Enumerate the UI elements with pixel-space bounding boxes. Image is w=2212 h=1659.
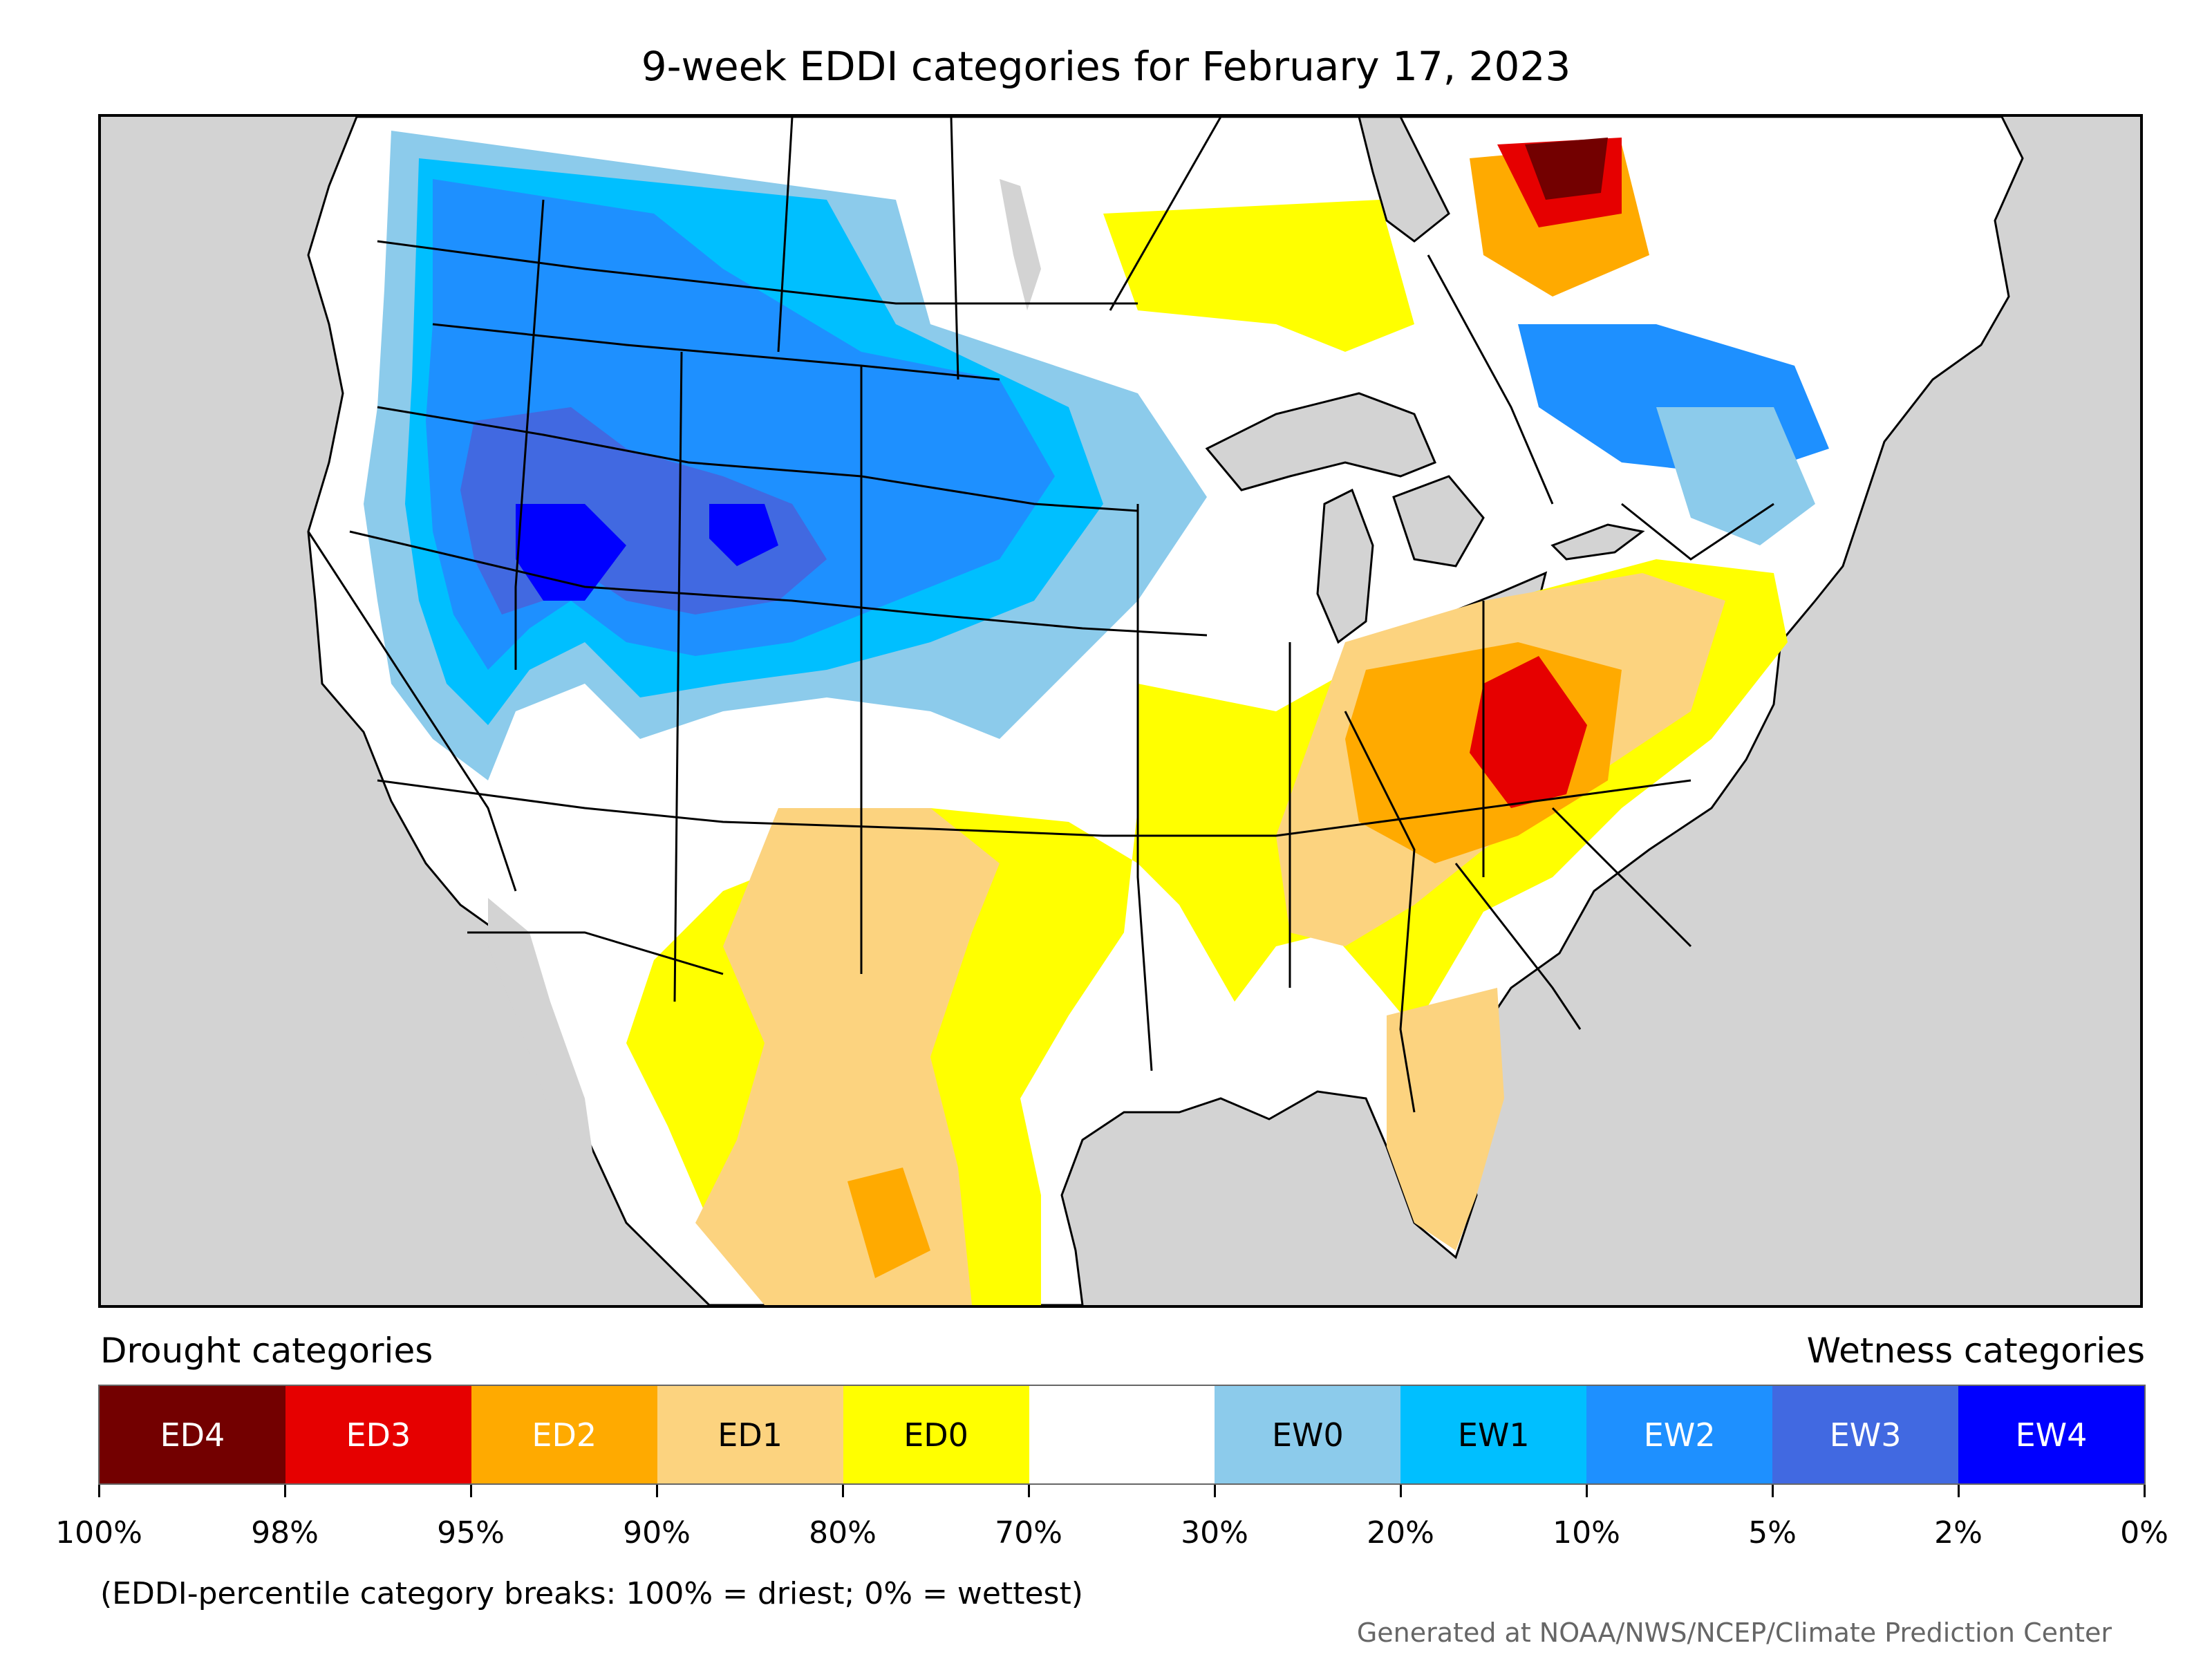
legend-tick-label: 100% <box>55 1515 142 1550</box>
legend-tick <box>284 1485 286 1497</box>
legend-tick-label: 20% <box>1367 1515 1434 1550</box>
legend-tick <box>1214 1485 1216 1497</box>
legend-tick <box>2144 1485 2146 1497</box>
drought-categories-label: Drought categories <box>100 1331 433 1371</box>
legend-tick <box>470 1485 472 1497</box>
legend-tick <box>1586 1485 1588 1497</box>
wetness-categories-label: Wetness categories <box>1806 1331 2145 1371</box>
legend-tick <box>656 1485 658 1497</box>
legend-tick-label: 70% <box>995 1515 1062 1550</box>
category-note: (EDDI-percentile category breaks: 100% =… <box>100 1576 1083 1611</box>
legend-tick <box>1400 1485 1402 1497</box>
legend-segment-ed0: ED0 <box>843 1386 1029 1483</box>
legend-tick <box>1028 1485 1030 1497</box>
credit-line: Generated at NOAA/NWS/NCEP/Climate Predi… <box>1356 1618 2112 1648</box>
legend-segment-ed1: ED1 <box>657 1386 843 1483</box>
legend-segment-ew4: EW4 <box>1958 1386 2144 1483</box>
legend-tick-label: 5% <box>1748 1515 1797 1550</box>
legend-tick-label: 90% <box>623 1515 691 1550</box>
legend-tick-label: 98% <box>251 1515 319 1550</box>
legend-segment-ed4: ED4 <box>100 1386 285 1483</box>
legend-segment-ew3: EW3 <box>1772 1386 1959 1483</box>
legend-ticks <box>98 1485 2146 1499</box>
legend-segment-ed3: ED3 <box>285 1386 471 1483</box>
legend-tick <box>1958 1485 1960 1497</box>
legend-tick-label: 95% <box>437 1515 505 1550</box>
legend-tick-label: 0% <box>2120 1515 2168 1550</box>
legend-tick-label: 2% <box>1934 1515 1983 1550</box>
legend-segment-neutral <box>1029 1386 1215 1483</box>
legend-tick-label: 10% <box>1553 1515 1620 1550</box>
drought-areas <box>626 138 1788 1305</box>
wetness-areas <box>364 131 1829 780</box>
great-lakes <box>1205 392 1436 491</box>
legend-segment-ew2: EW2 <box>1586 1386 1773 1483</box>
legend-tick-label: 30% <box>1181 1515 1248 1550</box>
state-borders <box>307 117 1774 1113</box>
legend-tick <box>98 1485 100 1497</box>
category-legend-bar: ED4 ED3 ED2 ED1 ED0 EW0 EW1 EW2 EW3 EW4 <box>98 1385 2146 1485</box>
legend-tick <box>842 1485 844 1497</box>
eddi-map <box>98 114 2143 1308</box>
legend-segment-ew1: EW1 <box>1400 1386 1587 1483</box>
legend-segment-ew0: EW0 <box>1215 1386 1401 1483</box>
legend-tick-label: 80% <box>809 1515 877 1550</box>
map-title: 9-week EDDI categories for February 17, … <box>641 43 1571 90</box>
legend-tick <box>1772 1485 1774 1497</box>
legend-segment-ed2: ED2 <box>471 1386 657 1483</box>
